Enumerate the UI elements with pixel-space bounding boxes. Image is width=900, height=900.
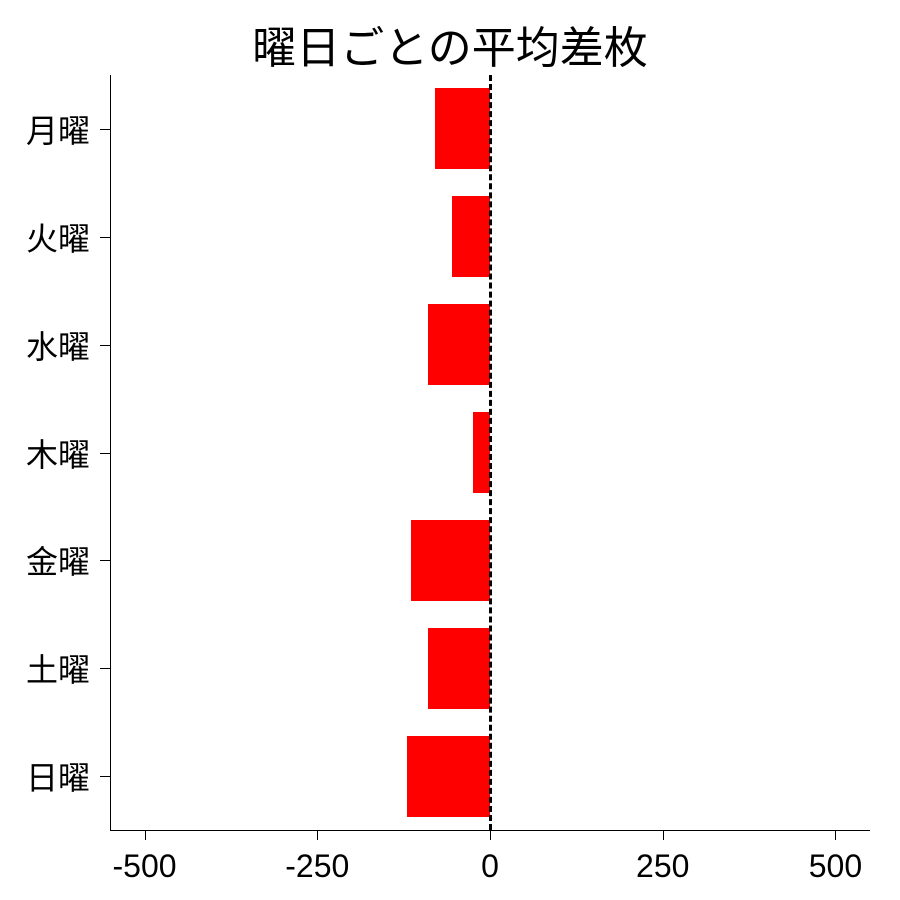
y-axis-labels: 月曜火曜水曜木曜金曜土曜日曜 bbox=[0, 75, 90, 830]
bar bbox=[428, 304, 490, 385]
y-tick bbox=[100, 129, 110, 130]
y-axis-label: 土曜 bbox=[26, 645, 90, 691]
y-tick bbox=[100, 237, 110, 238]
y-axis-label: 月曜 bbox=[26, 106, 90, 152]
bar bbox=[428, 628, 490, 709]
x-axis-label: 500 bbox=[809, 848, 862, 885]
y-axis-label: 水曜 bbox=[26, 322, 90, 368]
x-tick bbox=[490, 830, 491, 840]
x-axis-label: -500 bbox=[113, 848, 177, 885]
x-axis-label: 250 bbox=[636, 848, 689, 885]
y-tick bbox=[100, 345, 110, 346]
x-axis-label: 0 bbox=[481, 848, 499, 885]
y-tick bbox=[100, 668, 110, 669]
x-tick bbox=[835, 830, 836, 840]
x-axis-label: -250 bbox=[285, 848, 349, 885]
chart-container: 曜日ごとの平均差枚 月曜火曜水曜木曜金曜土曜日曜 -500-2500250500 bbox=[0, 0, 900, 900]
x-tick bbox=[145, 830, 146, 840]
x-tick bbox=[663, 830, 664, 840]
y-axis-label: 木曜 bbox=[26, 430, 90, 476]
y-axis-label: 金曜 bbox=[26, 537, 90, 583]
y-axis-label: 日曜 bbox=[26, 753, 90, 799]
bar bbox=[411, 520, 490, 601]
plot-area bbox=[110, 75, 870, 830]
y-tick bbox=[100, 453, 110, 454]
x-tick bbox=[317, 830, 318, 840]
x-axis-labels: -500-2500250500 bbox=[110, 840, 870, 880]
y-axis-label: 火曜 bbox=[26, 214, 90, 260]
bar bbox=[407, 736, 490, 817]
chart-title: 曜日ごとの平均差枚 bbox=[0, 12, 900, 76]
zero-line bbox=[489, 75, 492, 830]
bar bbox=[473, 412, 490, 493]
bar bbox=[452, 196, 490, 277]
y-tick bbox=[100, 560, 110, 561]
y-tick bbox=[100, 776, 110, 777]
bar bbox=[435, 88, 490, 169]
